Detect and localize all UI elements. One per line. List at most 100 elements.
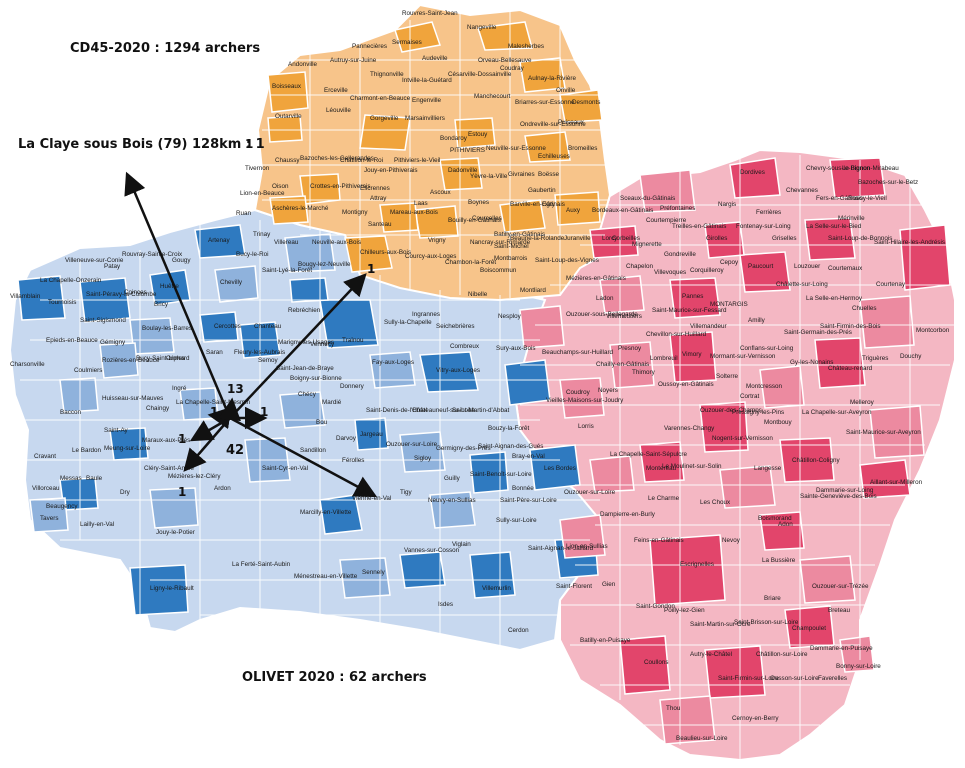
commune-label: Aulnay-la-Rivière xyxy=(528,75,576,82)
commune-label: Mareau-aux-Bois xyxy=(390,209,438,216)
commune-label: Bou xyxy=(316,419,328,426)
commune-label: Boisseaux xyxy=(272,83,302,90)
commune-label: Chevillon-sur-Huillard xyxy=(646,331,707,338)
commune-label: Saint-Jean-de-Braye xyxy=(276,365,334,372)
commune-label: Villereau xyxy=(274,239,299,246)
commune-label: Guilly xyxy=(444,475,461,482)
commune-label: Mormant-sur-Vernisson xyxy=(710,353,776,360)
commune-label: Châtillon-le-Roi xyxy=(340,157,383,164)
commune-label: Dordives xyxy=(740,169,765,176)
commune-label: Montereau xyxy=(646,465,677,472)
commune-label: Beaugency xyxy=(46,503,78,510)
commune-label: Sermaises xyxy=(392,39,422,46)
commune-label: Rouvres-Saint-Jean xyxy=(402,10,458,17)
commune-label: Bonnée xyxy=(512,485,534,492)
commune-label: Saint-Germain-des-Prés xyxy=(784,329,852,336)
commune-label: Chapelon xyxy=(626,263,653,270)
commune-label: Cernoy-en-Berry xyxy=(732,715,779,722)
commune-label: Donnery xyxy=(340,383,365,390)
commune-label: Sainte-Geneviève-des-Bois xyxy=(800,493,877,500)
commune-label: Chuelles xyxy=(852,305,877,312)
commune-label: Bouilly-en-Gâtinais xyxy=(448,217,501,224)
count-stjean: 1 xyxy=(260,405,268,419)
commune-label: Douchy xyxy=(900,353,922,360)
commune-label: Faverelles xyxy=(818,675,847,682)
commune-label: Fay-aux-Loges xyxy=(372,359,414,366)
commune-label: La Chapelle-Saint-Mesmin xyxy=(176,399,251,406)
commune-label: Villevoques xyxy=(654,269,686,276)
commune-label: Nibelle xyxy=(468,291,488,298)
commune-label: Aschères-le-Marché xyxy=(272,205,329,212)
commune-label: Cercottes xyxy=(214,323,241,330)
commune-label: Melleroy xyxy=(850,399,875,406)
commune-label: Triguères xyxy=(862,355,888,362)
commune-label: Baccon xyxy=(60,409,82,416)
commune-label: Crottes-en-Pithiverais xyxy=(310,183,371,190)
commune-label: Ladon xyxy=(596,295,614,302)
commune-label: Vennecy xyxy=(310,341,335,348)
commune-label: Solterre xyxy=(716,373,739,380)
commune-label: Montbarrois xyxy=(494,255,527,262)
commune-label: Vieilles-Maisons-sur-Joudry xyxy=(546,397,624,404)
commune-label: Briare xyxy=(764,595,781,602)
commune-label: Lombreuil xyxy=(650,355,678,362)
commune-label: Saint-Denis-de-l'Hôtel xyxy=(366,407,427,414)
commune-label: Chaingy xyxy=(146,405,170,412)
commune-label: Château-renard xyxy=(828,365,873,372)
commune-label: Mézières-lez-Cléry xyxy=(168,473,221,480)
commune-label: Gondreville xyxy=(664,251,696,258)
commune-label: Léouville xyxy=(326,107,351,114)
commune-label: Engenville xyxy=(412,97,442,104)
commune-label: La Bussière xyxy=(762,557,796,564)
commune-label: Treilles-en-Gâtinais xyxy=(672,223,726,230)
commune-label: La Chapelle-Onzerain xyxy=(40,277,102,284)
commune-label: Maraux-aux-Prés xyxy=(142,437,190,444)
commune-label: Saint-Ay xyxy=(104,427,129,434)
commune-label: Oison xyxy=(272,183,289,190)
commune-label: Chilleurs-aux-Bois xyxy=(360,249,411,256)
commune-label: Bazoches-les-Gallerandes xyxy=(300,155,374,162)
commune-label: Jargeau xyxy=(360,431,383,438)
commune-label: Trinay xyxy=(253,231,271,238)
commune-label: Coinces xyxy=(124,289,147,296)
commune-label: Rouvray-Sainte-Croix xyxy=(122,251,183,258)
commune-label: Langesse xyxy=(754,465,782,472)
commune-label: Jouy-en-Pithiverais xyxy=(364,167,418,174)
commune-label: Marcilly-en-Villette xyxy=(300,509,352,516)
commune-label: Ouzouer-sur-Loire xyxy=(564,489,616,496)
commune-label: Mérinville xyxy=(838,215,865,222)
commune-label: Gaubertin xyxy=(528,187,556,194)
commune-label: Bucy-Saint-Liphard xyxy=(136,355,190,362)
commune-label: Saint-Benoît-sur-Loire xyxy=(470,471,532,478)
commune-label: Chanteau xyxy=(254,323,282,330)
commune-label: Ormes xyxy=(166,355,185,362)
commune-label: Ascoux xyxy=(430,189,452,196)
arrow-chilleurs xyxy=(229,273,367,419)
commune-label: Chailly-en-Gâtinais xyxy=(596,361,649,368)
commune-label: Tigy xyxy=(400,489,413,496)
commune-label: Lion-en-Sullias xyxy=(566,543,608,550)
commune-label: Chevry-sous-le-Bignon xyxy=(806,165,871,172)
commune-label: Les Bordes xyxy=(544,465,576,472)
commune-label: Courtenay xyxy=(876,281,906,288)
commune-label: Saint-Martin-d'Abbat xyxy=(452,407,509,414)
commune-label: La Chapelle-sur-Aveyron xyxy=(802,409,872,416)
commune-label: Chécy xyxy=(298,391,317,398)
commune-label: Manchecourt xyxy=(474,93,511,100)
cd45-title: CD45-2020 : 1294 archers xyxy=(70,41,260,56)
commune-label: Coullons xyxy=(644,659,669,666)
commune-label: Saint-Hilaire-les-Andrésis xyxy=(874,239,945,246)
commune-label: Bougy-lez-Neuville xyxy=(298,261,351,268)
commune-label: Poilly-lez-Gien xyxy=(664,607,705,614)
commune-label: Boësse xyxy=(538,171,560,178)
commune-label: Charsonville xyxy=(10,361,45,368)
commune-label: Orveau-Bellesauve xyxy=(478,57,532,64)
commune-label: Erceville xyxy=(324,87,348,94)
commune-label: Auxy xyxy=(566,207,581,214)
commune-label: Saran xyxy=(206,349,223,356)
commune-label: Girolles xyxy=(706,235,727,242)
commune-label: Lailly-en-Val xyxy=(80,521,114,528)
commune-label: Montigny xyxy=(342,209,368,216)
commune-label: Bonny-sur-Loire xyxy=(836,663,881,670)
commune-label: Autruy-sur-Juine xyxy=(330,57,377,64)
